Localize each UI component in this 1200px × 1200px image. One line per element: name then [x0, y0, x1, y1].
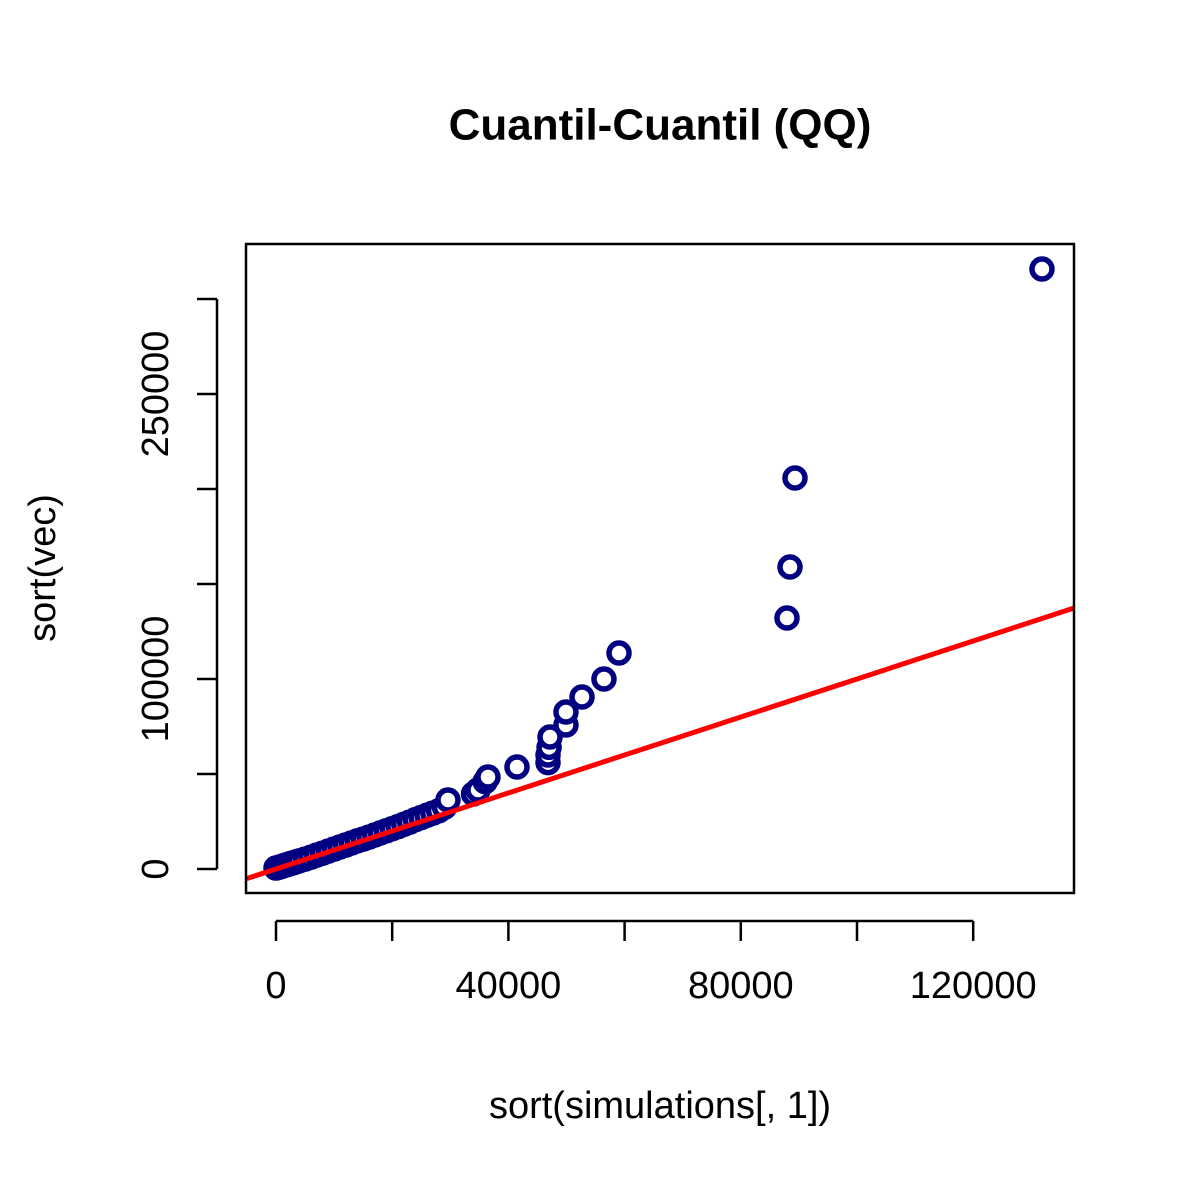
y-tick-label: 100000 [135, 616, 177, 743]
point [774, 605, 800, 631]
x-axis-label: sort(simulations[, 1]) [489, 1085, 831, 1127]
x-tick-label: 40000 [456, 965, 562, 1007]
reference-line [246, 605, 1074, 882]
point [569, 684, 595, 710]
plot-area [246, 256, 1074, 882]
y-tick-label: 250000 [135, 331, 177, 458]
point [435, 787, 461, 813]
point [782, 465, 808, 491]
y-axis-label: sort(vec) [22, 494, 64, 642]
point [475, 764, 501, 790]
y-tick-label: 0 [135, 858, 177, 879]
x-tick-label: 80000 [688, 965, 794, 1007]
point [591, 666, 617, 692]
point [537, 724, 563, 750]
chart-title: Cuantil-Cuantil (QQ) [449, 101, 872, 150]
point [504, 754, 530, 780]
point [553, 699, 579, 725]
x-tick-label: 0 [265, 965, 286, 1007]
point [777, 554, 803, 580]
plot-frame [244, 242, 1076, 895]
x-tick-label: 120000 [910, 965, 1037, 1007]
point [606, 640, 632, 666]
point [1029, 256, 1055, 282]
